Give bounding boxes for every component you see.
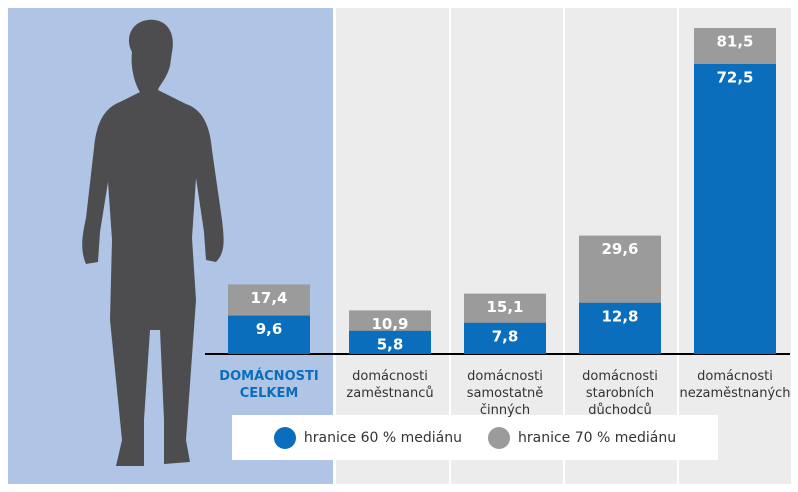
column [336,8,449,484]
bar [579,302,661,354]
silhouette [82,19,224,466]
x-tick-label: domácnosti zaměstnanců [346,369,434,401]
value-label: 15,1 [486,298,523,316]
legend-label: hranice 60 % mediánu [303,429,462,446]
legend-swatch [488,426,510,449]
value-label: 7,8 [492,327,519,345]
x-tick-label: domácnosti samostatně činných [466,369,544,418]
legend-label: hranice 70 % mediánu [518,429,677,446]
column [451,8,563,484]
legend-swatch [273,426,296,449]
x-tick-label: DOMÁCNOSTI CELKEM [219,369,319,401]
bar [349,330,431,354]
value-label: 10,9 [371,315,408,333]
x-tick-label: domácnosti nezaměstnaných [679,369,791,401]
bar [694,64,776,354]
value-label: 17,4 [250,289,287,307]
bar [464,322,546,354]
legend-item: hranice 70 % mediánu [488,426,677,449]
value-label: 5,8 [377,335,404,353]
value-label: 81,5 [716,33,753,51]
value-label: 12,8 [601,307,638,325]
value-label: 29,6 [601,240,638,258]
legend-item: hranice 60 % mediánu [273,426,462,449]
value-label: 72,5 [716,69,753,87]
x-tick-label: domácnosti starobních důchodců [582,369,658,418]
bar [228,315,310,354]
value-label: 9,6 [256,320,283,338]
legend: hranice 60 % mediánu hranice 70 % mediánu [232,415,718,460]
